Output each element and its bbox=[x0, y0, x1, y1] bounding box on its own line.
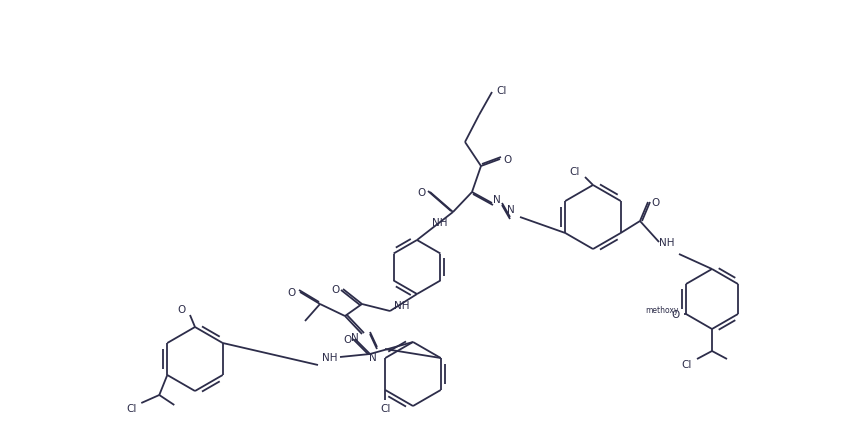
Text: N: N bbox=[369, 352, 377, 362]
Text: N: N bbox=[351, 332, 359, 342]
Text: methoxy: methoxy bbox=[645, 306, 679, 315]
Text: NH: NH bbox=[659, 237, 675, 247]
Text: N: N bbox=[493, 194, 501, 204]
Text: Cl: Cl bbox=[126, 403, 136, 413]
Text: Cl: Cl bbox=[380, 403, 390, 413]
Text: O: O bbox=[672, 309, 680, 319]
Text: Cl: Cl bbox=[570, 167, 580, 177]
Text: O: O bbox=[331, 284, 339, 294]
Text: Cl: Cl bbox=[497, 86, 507, 96]
Text: O: O bbox=[652, 197, 660, 207]
Text: N: N bbox=[507, 204, 515, 214]
Text: NH: NH bbox=[394, 300, 410, 310]
Text: NH: NH bbox=[322, 352, 337, 362]
Text: O: O bbox=[343, 334, 351, 344]
Text: O: O bbox=[288, 287, 296, 297]
Text: O: O bbox=[504, 155, 512, 164]
Text: NH: NH bbox=[432, 217, 448, 227]
Text: Cl: Cl bbox=[682, 359, 692, 369]
Text: O: O bbox=[178, 304, 186, 314]
Text: O: O bbox=[417, 187, 426, 197]
